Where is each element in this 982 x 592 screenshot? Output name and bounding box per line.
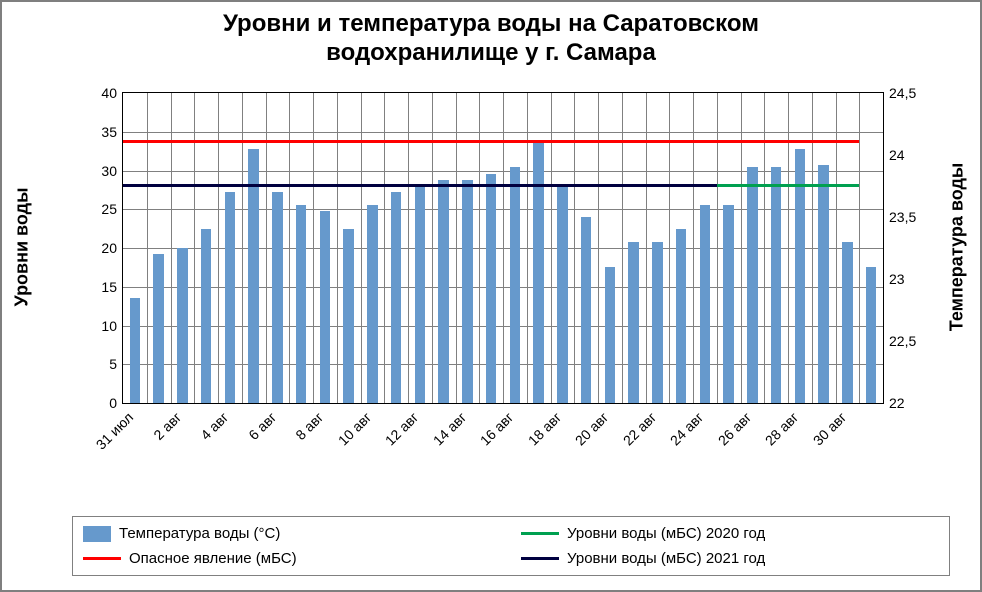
temperature-bar bbox=[676, 229, 687, 403]
x-tick-label: 18 авг bbox=[524, 409, 563, 448]
title-line-1: Уровни и температура воды на Саратовском bbox=[223, 10, 759, 37]
x-tick-label: 24 авг bbox=[667, 409, 706, 448]
temperature-bar bbox=[438, 180, 449, 403]
x-tick-label: 2 авг bbox=[150, 409, 184, 443]
temperature-bar bbox=[272, 192, 283, 403]
temperature-bar bbox=[153, 254, 164, 403]
y-tick-left: 40 bbox=[101, 85, 123, 101]
temperature-bar bbox=[605, 267, 616, 403]
y-tick-left: 15 bbox=[101, 279, 123, 295]
temperature-bar bbox=[367, 205, 378, 403]
y-tick-left: 25 bbox=[101, 201, 123, 217]
x-tick-label: 28 авг bbox=[762, 409, 801, 448]
temperature-bar bbox=[866, 267, 877, 403]
chart-frame: Уровни и температура воды на Саратовском… bbox=[0, 0, 982, 592]
chart-title: Уровни и температура воды на Саратовском… bbox=[2, 10, 980, 68]
temperature-bar bbox=[581, 217, 592, 403]
temperature-bar bbox=[462, 180, 473, 403]
temperature-bar bbox=[177, 248, 188, 403]
x-tick-label: 16 авг bbox=[477, 409, 516, 448]
temperature-bar bbox=[343, 229, 354, 403]
legend-item: Уровни воды (мБС) 2020 год bbox=[521, 525, 939, 542]
grid-line-h bbox=[123, 287, 883, 288]
legend-swatch-line bbox=[521, 557, 559, 560]
temperature-bar bbox=[533, 143, 544, 403]
temperature-bar bbox=[130, 298, 141, 403]
x-tick-label: 10 авг bbox=[334, 409, 373, 448]
x-tick-label: 14 авг bbox=[429, 409, 468, 448]
x-tick-label: 26 авг bbox=[714, 409, 753, 448]
grid-line-h bbox=[123, 171, 883, 172]
x-tick-label: 30 авг bbox=[809, 409, 848, 448]
y-tick-right: 24,5 bbox=[883, 85, 916, 101]
reference-line bbox=[123, 140, 859, 143]
x-tick-label: 8 авг bbox=[292, 409, 326, 443]
temperature-bar bbox=[391, 192, 402, 403]
grid-line-h bbox=[123, 326, 883, 327]
x-tick-label: 22 авг bbox=[619, 409, 658, 448]
grid-line-h bbox=[123, 132, 883, 133]
x-tick-label: 31 июл bbox=[93, 409, 137, 453]
legend-item: Опасное явление (мБС) bbox=[83, 550, 501, 567]
reference-line bbox=[123, 184, 717, 187]
y-tick-right: 23 bbox=[883, 271, 905, 287]
temperature-bar bbox=[628, 242, 639, 403]
temperature-bar bbox=[747, 167, 758, 403]
temperature-bar bbox=[320, 211, 331, 403]
y-tick-right: 23,5 bbox=[883, 209, 916, 225]
legend-item: Уровни воды (мБС) 2021 год bbox=[521, 550, 939, 567]
y-tick-left: 20 bbox=[101, 240, 123, 256]
grid-line-h bbox=[123, 248, 883, 249]
temperature-bar bbox=[652, 242, 663, 403]
temperature-bar bbox=[201, 229, 212, 403]
legend-swatch-bar bbox=[83, 526, 111, 542]
y-tick-left: 10 bbox=[101, 318, 123, 334]
temperature-bar bbox=[818, 165, 829, 403]
y-tick-right: 22,5 bbox=[883, 333, 916, 349]
y-tick-left: 30 bbox=[101, 163, 123, 179]
x-tick-label: 6 авг bbox=[245, 409, 279, 443]
y-tick-left: 35 bbox=[101, 124, 123, 140]
legend-label: Температура воды (°C) bbox=[119, 525, 280, 542]
grid-line-h bbox=[123, 364, 883, 365]
y-tick-left: 5 bbox=[109, 356, 123, 372]
y-axis-label-left: Уровни воды bbox=[12, 188, 33, 307]
title-line-2: водохранилище у г. Самара bbox=[326, 39, 656, 66]
legend-label: Уровни воды (мБС) 2020 год bbox=[567, 525, 765, 542]
legend: Температура воды (°C) Уровни воды (мБС) 2… bbox=[72, 516, 950, 576]
temperature-bar bbox=[296, 205, 307, 403]
temperature-bar bbox=[510, 167, 521, 403]
x-tick-label: 12 авг bbox=[382, 409, 421, 448]
temperature-bar bbox=[723, 205, 734, 403]
reference-line bbox=[717, 184, 860, 187]
legend-label: Опасное явление (мБС) bbox=[129, 550, 297, 567]
temperature-bar bbox=[225, 192, 236, 403]
legend-item: Температура воды (°C) bbox=[83, 525, 501, 542]
y-tick-right: 24 bbox=[883, 147, 905, 163]
legend-swatch-line bbox=[521, 532, 559, 535]
x-tick-label: 4 авг bbox=[197, 409, 231, 443]
grid-line-h bbox=[123, 209, 883, 210]
plot-area: 05101520253035402222,52323,52424,531 июл… bbox=[122, 92, 884, 404]
x-tick-label: 20 авг bbox=[572, 409, 611, 448]
temperature-bar bbox=[557, 186, 568, 403]
legend-swatch-line bbox=[83, 557, 121, 560]
y-axis-label-right: Температура воды bbox=[947, 163, 968, 332]
legend-label: Уровни воды (мБС) 2021 год bbox=[567, 550, 765, 567]
temperature-bar bbox=[415, 186, 426, 403]
temperature-bar bbox=[842, 242, 853, 403]
temperature-bar bbox=[700, 205, 711, 403]
temperature-bar bbox=[771, 167, 782, 403]
y-tick-left: 0 bbox=[109, 395, 123, 411]
temperature-bar bbox=[486, 174, 497, 403]
y-tick-right: 22 bbox=[883, 395, 905, 411]
